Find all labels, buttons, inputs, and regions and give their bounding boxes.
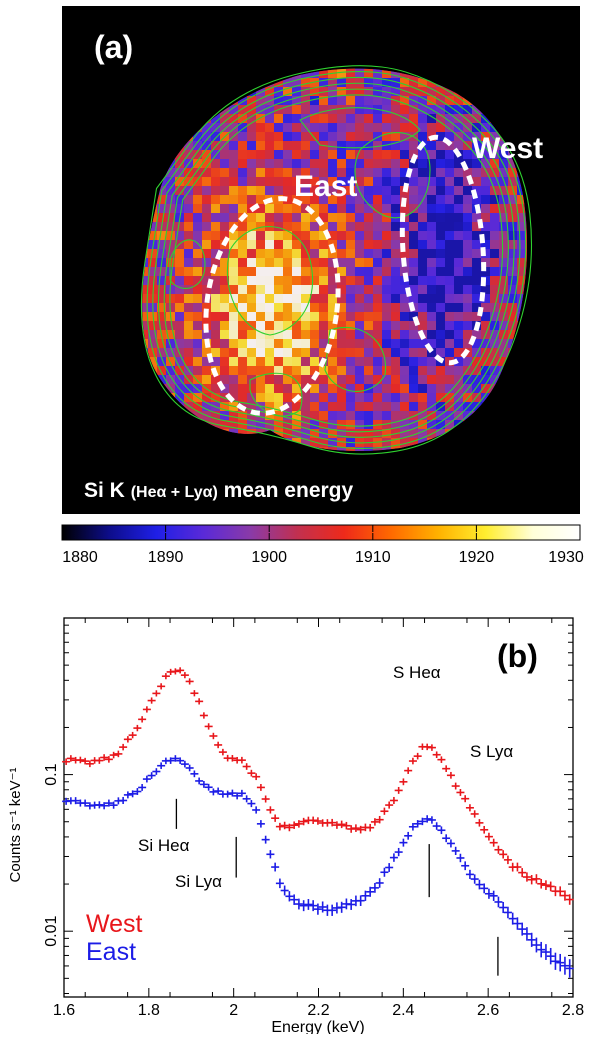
colorbar-tick-label: 1880 bbox=[62, 549, 98, 566]
x-tick-label: 2.4 bbox=[392, 1002, 414, 1019]
caption-paren: (Heα + Lyα) bbox=[131, 484, 218, 501]
y-axis-label: Counts s⁻¹ keV⁻¹ bbox=[7, 767, 24, 882]
colorbar-tick-label: 1930 bbox=[548, 549, 584, 566]
map-caption: Si K (Heα + Lyα) mean energy bbox=[84, 479, 353, 502]
x-axis-label: Energy (keV) bbox=[271, 1019, 364, 1034]
contour-lines bbox=[140, 65, 533, 455]
x-tick-label: 2 bbox=[229, 1002, 238, 1019]
x-tick-label: 2.8 bbox=[562, 1002, 584, 1019]
x-tick-label: 2.6 bbox=[477, 1002, 499, 1019]
east-region-ellipse bbox=[203, 196, 341, 416]
spectrum-chart: 1.6 1.8 2 2.2 2.4 2.6 2.8 0.1 0.01 (b) S Heα S L… bbox=[7, 617, 584, 1036]
si-he-label: Si Heα bbox=[138, 836, 190, 855]
series-east bbox=[62, 755, 574, 978]
y-tick-label: 0.01 bbox=[43, 916, 60, 947]
si-ly-label: Si Lyα bbox=[175, 872, 222, 891]
line-markers bbox=[175, 798, 499, 976]
east-label: East bbox=[294, 170, 357, 203]
series-west bbox=[62, 667, 574, 905]
s-he-label: S Heα bbox=[393, 663, 441, 682]
data-series bbox=[62, 667, 574, 978]
caption-main: Si K bbox=[84, 479, 131, 502]
colorbar bbox=[61, 524, 581, 541]
x-tick-label: 2.2 bbox=[307, 1002, 329, 1019]
west-region-ellipse bbox=[399, 134, 487, 366]
colorbar-tick-label: 1920 bbox=[459, 549, 495, 566]
s-ly-label: S Lyα bbox=[470, 742, 513, 761]
panel-a: (a) East West Si K (Heα + Lyα) mean ener… bbox=[61, 6, 584, 566]
panel-b-label: (b) bbox=[497, 638, 538, 674]
legend-west: West bbox=[86, 910, 143, 938]
colorbar-tick-label: 1910 bbox=[355, 549, 391, 566]
west-label: West bbox=[472, 132, 543, 165]
colorbar-tick-label: 1900 bbox=[251, 549, 287, 566]
panel-a-svg: (a) East West Si K (Heα + Lyα) mean ener… bbox=[61, 6, 584, 566]
caption-tail: mean energy bbox=[218, 479, 354, 502]
plot-frame bbox=[63, 617, 574, 998]
colorbar-ticks: 1880 1890 1900 1910 1920 1930 bbox=[61, 525, 584, 566]
x-tick-label: 1.6 bbox=[53, 1002, 75, 1019]
colorbar-tick-label: 1890 bbox=[148, 549, 184, 566]
panel-a-label: (a) bbox=[94, 29, 133, 65]
axes: 1.6 1.8 2 2.2 2.4 2.6 2.8 0.1 0.01 bbox=[43, 617, 584, 1019]
panel-b: 1.6 1.8 2 2.2 2.4 2.6 2.8 0.1 0.01 (b) S Heα S L… bbox=[0, 585, 591, 1036]
x-tick-label: 1.8 bbox=[138, 1002, 160, 1019]
legend-east: East bbox=[86, 938, 136, 966]
y-tick-label: 0.1 bbox=[43, 763, 60, 785]
